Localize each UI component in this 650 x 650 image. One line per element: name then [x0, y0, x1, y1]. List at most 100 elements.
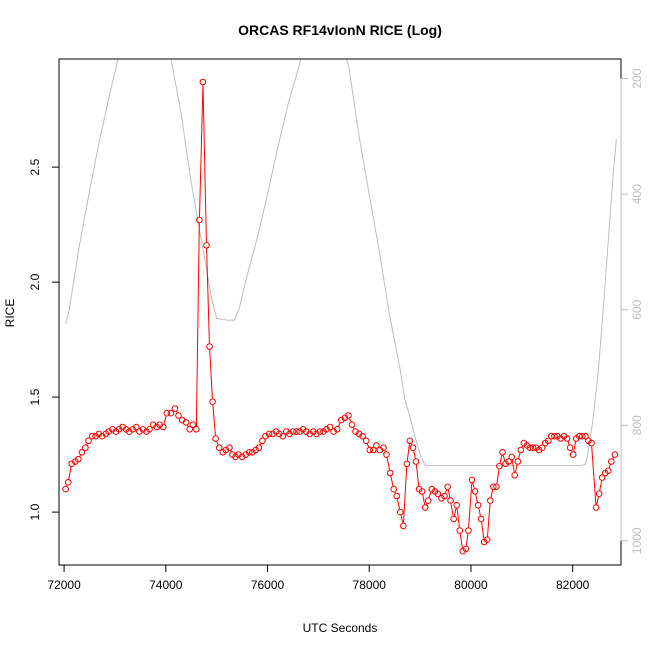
rice-point: [456, 527, 464, 534]
rice-point: [259, 437, 266, 445]
rice-point: [293, 428, 300, 435]
rice-point: [386, 469, 394, 477]
rice-point: [397, 508, 404, 516]
rice-point: [505, 458, 512, 465]
rice-point: [511, 472, 519, 479]
rice-point: [474, 501, 482, 509]
rice-point: [592, 504, 600, 511]
rice-point: [345, 412, 352, 419]
rice-line-segment: [202, 85, 207, 243]
rice-line-segment: [415, 464, 420, 486]
rice-point: [447, 497, 454, 504]
rice-line-segment: [496, 469, 500, 484]
rice-line-segment: [163, 416, 167, 425]
rice-line-segment: [599, 480, 603, 491]
x-tick-label: 74000: [149, 578, 183, 592]
x-tick-label: 80000: [454, 578, 488, 592]
plot-frame: [58, 58, 622, 566]
rice-line-segment: [608, 464, 611, 468]
rice-line-segment: [453, 508, 457, 517]
x-tick-label: 82000: [556, 578, 590, 592]
rice-line-segment: [612, 457, 614, 459]
rice-line-segment: [396, 498, 401, 510]
rice-line-segment: [514, 464, 518, 473]
y-axis-label: RICE: [3, 299, 17, 328]
rice-point: [203, 242, 210, 249]
rice-line-segment: [567, 441, 570, 445]
rice-line-segment: [450, 503, 454, 516]
rice-point: [393, 492, 401, 500]
rice-point: [193, 426, 200, 433]
rice-line-segment: [206, 248, 210, 344]
rice-point: [196, 216, 203, 224]
rice-line-segment: [175, 411, 178, 413]
rice-point: [595, 490, 603, 498]
rice-point: [421, 504, 429, 511]
rice-point: [160, 423, 167, 431]
rice-point: [605, 467, 612, 475]
rice-point: [441, 492, 448, 500]
rice-point: [499, 449, 506, 456]
rice-point: [569, 451, 577, 458]
rice-series-points: [62, 78, 619, 555]
right-y-tick-label: 400: [630, 184, 644, 204]
rice-point: [566, 444, 574, 452]
rice-point: [226, 444, 233, 452]
rice-point: [163, 409, 171, 417]
rice-line-segment: [413, 450, 416, 459]
y-axis: 1.0 1.5 2.0 2.5: [28, 158, 60, 520]
rice-point: [199, 78, 207, 86]
rice-point: [245, 449, 253, 456]
rice-point: [326, 423, 334, 431]
rice-line-segment: [212, 404, 216, 436]
rice-point: [366, 446, 374, 454]
x-axis-label: UTC Seconds: [303, 621, 378, 635]
rice-line-segment: [68, 466, 72, 480]
rice-line-segment: [406, 443, 410, 461]
rice-point: [424, 497, 432, 504]
rice-line-segment: [499, 455, 503, 464]
rice-line-segment: [338, 422, 341, 427]
chart-title: ORCAS RF14vIonN RICE (Log): [238, 22, 442, 38]
rice-line-segment: [596, 496, 599, 505]
rice-line-segment: [459, 533, 463, 549]
rice-line-segment: [468, 483, 473, 528]
rice-point: [212, 435, 219, 442]
rice-line-segment: [366, 443, 370, 448]
rice-point: [529, 444, 537, 452]
rice-point: [450, 515, 458, 523]
rice-line-segment: [259, 443, 262, 446]
rice-point: [563, 435, 571, 442]
rice-line-segment: [511, 460, 515, 473]
pressure-series: [65, 59, 617, 467]
rice-point: [406, 437, 414, 445]
y-tick-label: 2.0: [28, 273, 42, 290]
rice-point: [88, 432, 96, 440]
rice-point: [582, 432, 589, 440]
rice-point: [78, 449, 86, 456]
x-tick-label: 72000: [47, 578, 81, 592]
rice-point: [370, 446, 377, 454]
x-axis: 72000 74000 76000 78000 80000 82000: [47, 564, 590, 592]
rice-line-segment: [570, 450, 573, 452]
x-tick-label: 78000: [353, 578, 387, 592]
rice-point: [289, 428, 297, 435]
rice-line-segment: [410, 443, 413, 446]
rice-line-segment: [445, 489, 448, 494]
right-y-tick-label: 600: [630, 299, 644, 319]
rice-line-segment: [447, 489, 451, 498]
right-y-tick-label: 1000: [630, 527, 644, 554]
rice-point: [493, 483, 500, 491]
rice-point: [255, 444, 263, 452]
rice-line-segment: [403, 466, 408, 523]
rice-line-segment: [475, 494, 478, 503]
rice-line-segment: [573, 441, 577, 452]
rice-point: [171, 405, 179, 412]
rice-line-segment: [86, 443, 88, 446]
rice-series-line: [66, 85, 614, 549]
rice-point: [477, 515, 485, 523]
rice-point: [359, 432, 366, 440]
rice-line-segment: [187, 424, 189, 427]
rice-point: [279, 432, 287, 440]
rice-point: [444, 483, 451, 491]
